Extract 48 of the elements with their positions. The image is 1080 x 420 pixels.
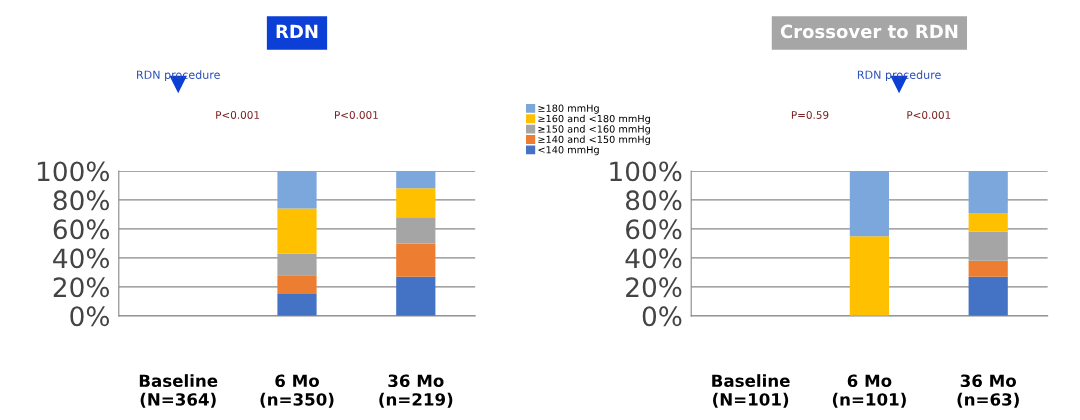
legend-label: ≥150 and <160 mmHg: [538, 125, 650, 135]
bar: [396, 188, 436, 218]
y-tick-label: 40%: [625, 248, 682, 269]
bar: [277, 294, 317, 316]
bar: [968, 260, 1008, 277]
text: P=0.59: [791, 111, 829, 119]
legend-label: ≥140 and <150 mmHg: [538, 135, 650, 145]
y-tick-label: 60%: [53, 219, 110, 240]
y-tick-label: 40%: [53, 248, 110, 269]
legend-label: <140 mmHg: [538, 146, 599, 156]
y-tick-label: 0%: [70, 306, 110, 327]
x-tick-label: 36 Mo (n=63): [957, 374, 1019, 408]
bar: [277, 275, 317, 295]
text: P<0.001: [335, 111, 378, 119]
bar: [277, 208, 317, 254]
y-tick-label: 80%: [53, 190, 110, 211]
text: RDN procedure: [857, 70, 941, 82]
chart-title: RDN: [276, 24, 318, 38]
text: P<0.001: [216, 111, 260, 119]
x-tick-label: 6 Mo (n=350): [260, 374, 334, 408]
bar: [396, 243, 436, 277]
text: RDN procedure: [137, 70, 220, 82]
legend-label: ≥180 mmHg: [538, 104, 599, 114]
bar: [968, 276, 1008, 316]
bar: [849, 236, 889, 316]
bar: [396, 217, 436, 244]
x-tick-label: 6 Mo (n=101): [832, 374, 906, 408]
x-tick-label: 36 Mo (n=219): [379, 374, 453, 408]
bar: [396, 276, 436, 316]
x-tick-label: Baseline (N=101): [712, 374, 790, 408]
legend-label: ≥160 and <180 mmHg: [538, 114, 650, 125]
bar: [849, 170, 889, 237]
y-tick-label: 0%: [642, 306, 682, 327]
x-tick-label: Baseline (N=364): [139, 374, 218, 408]
bar: [396, 170, 436, 189]
y-tick-label: 100%: [37, 161, 110, 182]
y-tick-label: 100%: [610, 161, 682, 182]
bar: [277, 253, 317, 276]
text: P<0.001: [907, 111, 951, 119]
y-tick-label: 20%: [626, 277, 682, 298]
bar: [968, 212, 1008, 232]
y-tick-label: 20%: [53, 277, 110, 298]
bar: [277, 170, 317, 209]
y-tick-label: 60%: [626, 219, 682, 240]
bar: [968, 231, 1008, 261]
chart-title: Crossover to RDN: [780, 24, 958, 39]
y-tick-label: 80%: [626, 190, 682, 211]
bar: [968, 170, 1008, 213]
